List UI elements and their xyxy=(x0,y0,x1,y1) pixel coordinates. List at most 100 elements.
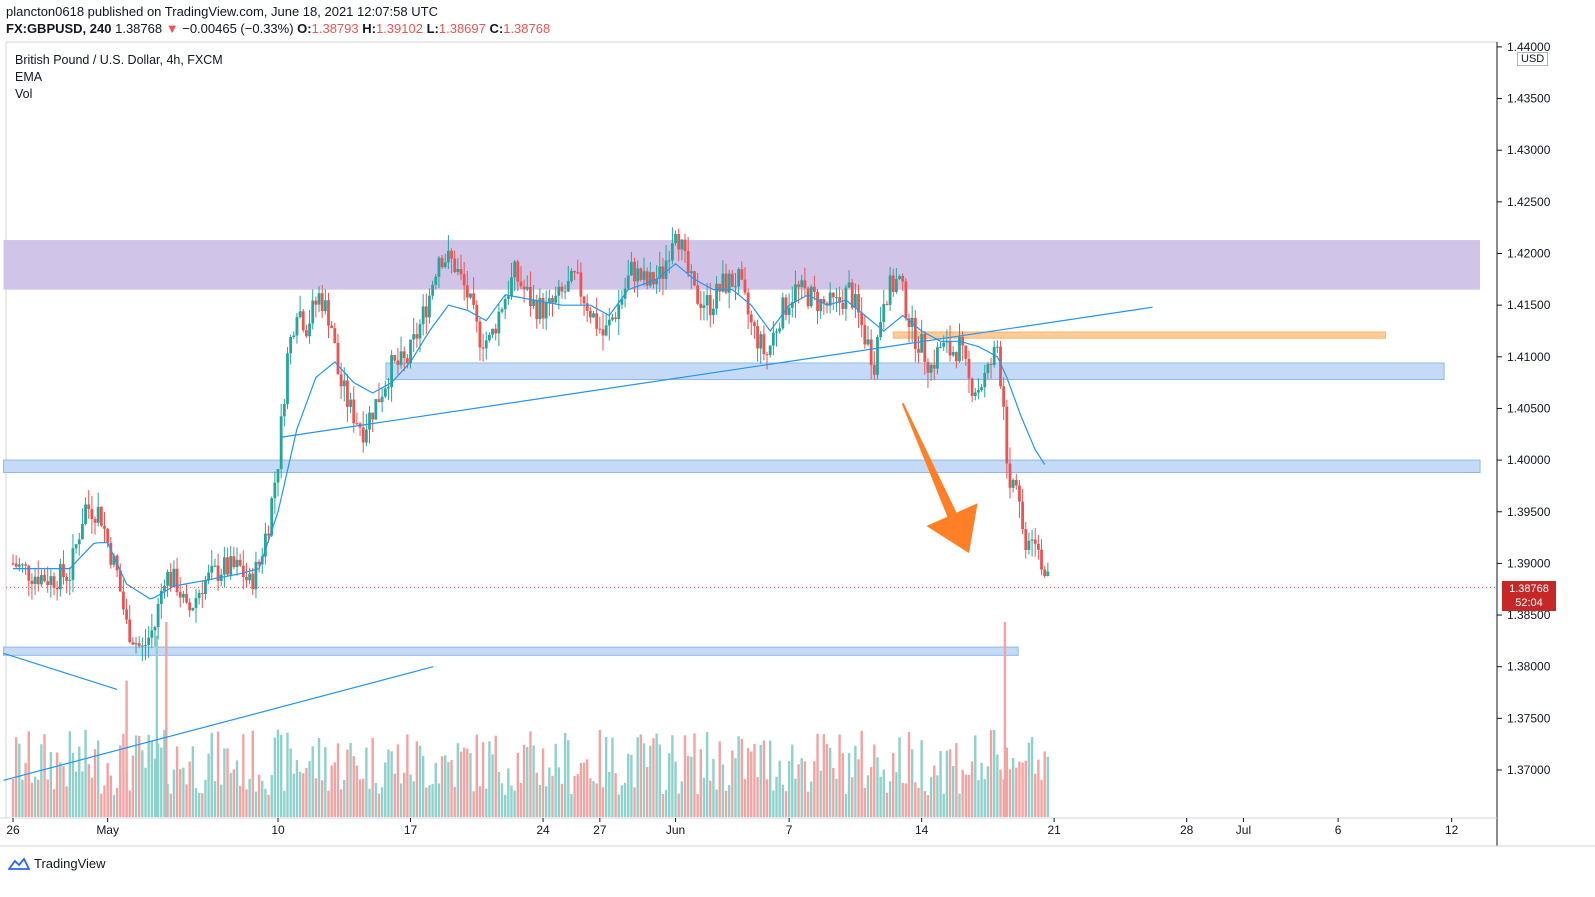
volume-bar xyxy=(712,758,715,817)
chart-legend-title[interactable]: British Pound / U.S. Dollar, 4h, FXCM xyxy=(15,53,223,67)
volume-bar xyxy=(437,783,441,817)
volume-bar xyxy=(308,761,311,817)
volume-bars xyxy=(11,622,1050,817)
candle-body xyxy=(377,399,381,403)
candle-body xyxy=(658,266,662,279)
candle-body xyxy=(970,378,974,397)
plot-area xyxy=(5,41,1498,819)
candle-body xyxy=(983,373,987,388)
tradingview-footer[interactable]: TradingView xyxy=(8,856,106,871)
candle-body xyxy=(346,380,349,407)
volume-bar xyxy=(40,744,43,817)
candle-body xyxy=(421,306,425,325)
candle-body xyxy=(21,564,24,566)
candle-body xyxy=(554,295,558,303)
y-tick-label: 1.38000 xyxy=(1507,660,1551,674)
candle-body xyxy=(696,285,700,304)
volume-bar xyxy=(910,749,914,817)
candle-body xyxy=(273,482,277,499)
volume-bar xyxy=(863,787,867,817)
candle-body xyxy=(749,314,753,323)
volume-bar xyxy=(570,794,573,817)
volume-bar xyxy=(286,732,289,817)
volume-bar xyxy=(68,731,71,817)
candle-body xyxy=(768,345,772,355)
volume-bar xyxy=(731,750,734,817)
volume-bar xyxy=(298,771,302,817)
volume-bar xyxy=(462,747,466,817)
volume-bar xyxy=(620,785,624,817)
candle-body xyxy=(65,577,69,581)
candle-body xyxy=(39,575,43,585)
volume-bar xyxy=(882,769,885,817)
candle-body xyxy=(33,576,37,584)
candle-body xyxy=(784,297,788,315)
volume-bar xyxy=(472,791,475,817)
candle-body xyxy=(418,324,422,339)
volume-bar xyxy=(311,746,314,817)
currency-label[interactable]: USD xyxy=(1517,52,1549,66)
volume-bar xyxy=(529,731,532,817)
volume-bar xyxy=(904,783,908,817)
candle-body xyxy=(743,279,747,293)
volume-bar xyxy=(860,730,863,817)
candle-body xyxy=(314,300,318,305)
volume-bar xyxy=(141,750,144,817)
volume-bar xyxy=(655,733,658,817)
volume-bar xyxy=(835,778,838,817)
volume-bar xyxy=(254,791,258,817)
candle-body xyxy=(683,239,687,251)
candle-body xyxy=(923,333,927,362)
candle-body xyxy=(759,334,763,349)
volume-bar xyxy=(548,767,551,817)
volume-bar xyxy=(560,783,564,817)
candle-body xyxy=(24,564,28,566)
volume-bar xyxy=(1002,779,1005,817)
candle-body xyxy=(81,524,84,540)
candle-body xyxy=(825,303,829,306)
volume-bar xyxy=(169,793,172,817)
volume-bar xyxy=(488,741,491,817)
volume-bar xyxy=(970,761,974,817)
candle-body xyxy=(888,275,892,305)
candle-body xyxy=(901,275,905,282)
volume-bar xyxy=(885,792,889,817)
volume-bar xyxy=(185,784,188,817)
candle-body xyxy=(506,296,510,300)
candle-body xyxy=(305,330,308,337)
candle-body xyxy=(475,304,479,322)
volume-bar xyxy=(772,790,775,817)
low-label: L: xyxy=(426,21,439,36)
candle-body xyxy=(841,302,845,309)
volume-bar xyxy=(406,734,409,817)
candle-body xyxy=(301,311,305,331)
candle-body xyxy=(977,390,980,393)
volume-bar xyxy=(841,753,844,817)
volume-bar xyxy=(261,780,264,817)
candle-body xyxy=(614,317,618,320)
volume-bar xyxy=(683,735,687,817)
candle-body xyxy=(582,296,586,304)
volume-bar xyxy=(541,748,545,817)
candle-body xyxy=(961,336,965,346)
volume-bar xyxy=(513,790,516,817)
legend-vol[interactable]: Vol xyxy=(15,87,33,101)
volume-bar xyxy=(362,778,365,817)
candle-body xyxy=(380,396,384,403)
candle-body xyxy=(601,329,605,336)
volume-bar xyxy=(983,779,986,817)
candle-body xyxy=(816,291,819,312)
volume-bar xyxy=(469,753,472,817)
candle-body xyxy=(462,274,466,286)
candle-body xyxy=(52,576,56,588)
legend-ema[interactable]: EMA xyxy=(15,70,43,84)
candle-body xyxy=(140,645,144,647)
candle-body xyxy=(402,351,406,359)
volume-bar xyxy=(403,772,406,817)
candle-body xyxy=(771,332,775,346)
volume-bar xyxy=(466,748,469,817)
volume-trendline xyxy=(3,666,434,781)
volume-bar xyxy=(595,783,598,817)
volume-bar xyxy=(933,765,936,817)
